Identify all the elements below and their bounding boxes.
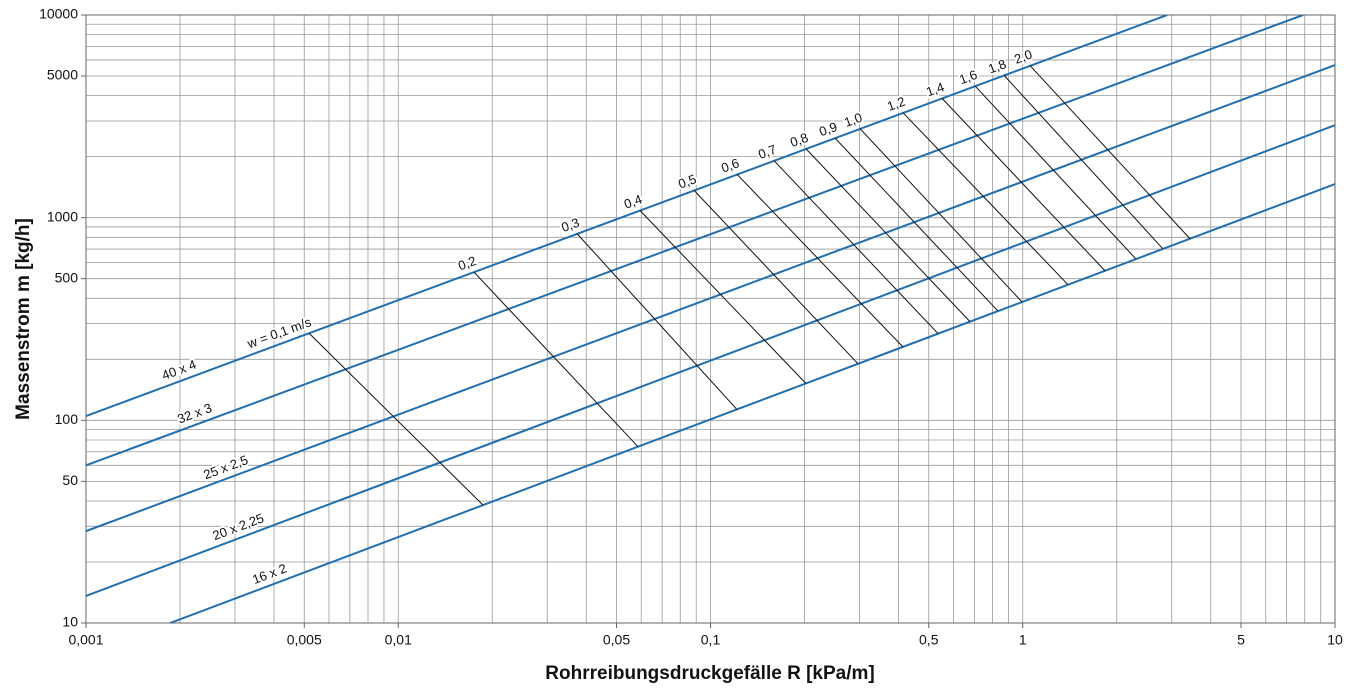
velocity-line	[693, 190, 859, 365]
x-tick-label: 0,01	[385, 632, 412, 648]
pipe-line	[86, 124, 1335, 597]
y-tick-label: 100	[55, 411, 79, 427]
velocity-line	[736, 173, 904, 348]
y-tick-label: 10	[62, 614, 78, 630]
velocity-label: 1,8	[986, 56, 1008, 76]
pipe-label: 16 x 2	[250, 560, 288, 587]
y-tick-label: 500	[55, 269, 79, 285]
velocity-line	[473, 271, 639, 448]
velocity-line	[639, 210, 807, 384]
velocity-line	[902, 112, 1069, 286]
velocity-line	[859, 128, 1023, 303]
velocity-line	[805, 148, 971, 322]
y-tick-label: 10000	[39, 6, 78, 22]
pipe-line	[86, 15, 1304, 467]
x-axis-title: Rohrreibungsdruckgefälle R [kPa/m]	[545, 663, 874, 684]
velocity-label: 0,4	[622, 191, 644, 211]
pipe-label: 32 x 3	[175, 400, 213, 426]
velocity-label: w = 0,1 m/s	[244, 314, 313, 351]
pipe-label: 40 x 4	[160, 357, 198, 383]
pipe-line	[86, 15, 1168, 417]
pipe-label: 25 x 2,5	[201, 452, 250, 482]
y-tick-label: 5000	[47, 67, 78, 83]
velocity-line	[1003, 74, 1164, 250]
x-tick-label: 1	[1019, 632, 1027, 648]
x-tick-label: 0,1	[701, 632, 721, 648]
velocity-line	[773, 160, 939, 334]
velocity-line	[834, 137, 999, 312]
x-tick-label: 0,005	[287, 632, 322, 648]
velocity-label: 0,9	[817, 119, 839, 139]
velocity-line	[576, 233, 738, 410]
velocity-label: 0,7	[756, 142, 778, 162]
velocity-line	[308, 332, 484, 506]
velocity-label: 1,4	[924, 79, 946, 99]
pipe-line	[86, 64, 1335, 533]
x-tick-label: 10	[1327, 632, 1343, 648]
y-tick-label: 50	[62, 472, 78, 488]
y-axis-title: Massenstrom m [kg/h]	[13, 218, 34, 420]
velocity-label: 2,0	[1012, 47, 1034, 67]
velocity-line	[974, 85, 1137, 260]
pipe-line	[169, 183, 1335, 623]
velocity-label: 0,8	[788, 130, 810, 150]
velocity-label: 1,2	[885, 94, 907, 114]
velocity-line	[941, 97, 1106, 272]
y-tick-label: 1000	[47, 208, 78, 224]
velocity-label: 0,2	[456, 253, 478, 273]
velocity-label: 1,6	[957, 67, 979, 87]
velocity-label: 0,5	[676, 171, 698, 191]
x-tick-label: 5	[1237, 632, 1245, 648]
x-tick-label: 0,5	[919, 632, 939, 648]
x-tick-label: 0,05	[603, 632, 630, 648]
velocity-line	[1029, 65, 1191, 240]
x-tick-label: 0,001	[68, 632, 103, 648]
velocity-label: 0,6	[719, 155, 741, 175]
velocity-label: 1,0	[842, 110, 864, 130]
